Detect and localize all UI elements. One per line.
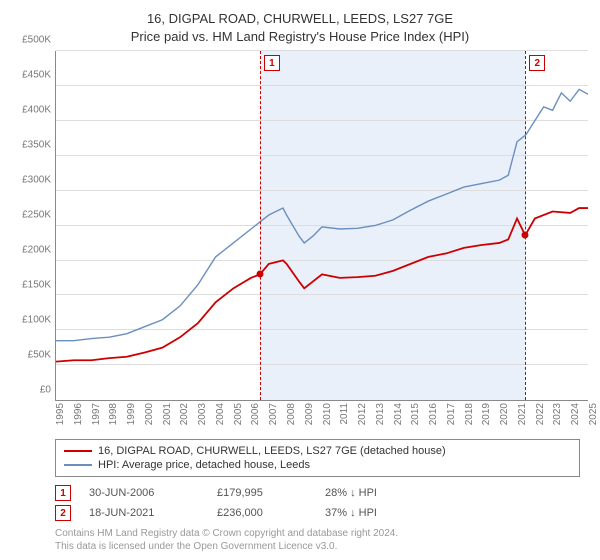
- event-diff: 28% ↓ HPI: [325, 487, 377, 499]
- event-price: £179,995: [217, 487, 307, 499]
- x-tick-label: 1999: [126, 403, 137, 425]
- x-tick-label: 2002: [179, 403, 190, 425]
- event-date: 18-JUN-2021: [89, 507, 199, 519]
- x-tick-label: 2017: [446, 403, 457, 425]
- event-dot: [256, 271, 263, 278]
- legend-swatch: [64, 450, 92, 452]
- x-tick-label: 1996: [73, 403, 84, 425]
- y-tick-label: £150K: [22, 280, 51, 291]
- y-tick-label: £50K: [28, 350, 51, 361]
- chart-area: £0 £50K £100K £150K £200K £250K £300K £350K £400…: [12, 51, 588, 401]
- legend: 16, DIGPAL ROAD, CHURWELL, LEEDS, LS27 7…: [55, 439, 580, 477]
- x-tick-label: 2004: [215, 403, 226, 425]
- x-tick-label: 2010: [322, 403, 333, 425]
- line-layer: [56, 51, 588, 400]
- y-tick-label: £100K: [22, 315, 51, 326]
- x-tick-label: 2008: [286, 403, 297, 425]
- x-tick-label: 2014: [393, 403, 404, 425]
- y-tick-label: £400K: [22, 105, 51, 116]
- y-tick-label: £250K: [22, 210, 51, 221]
- x-tick-label: 2021: [517, 403, 528, 425]
- y-tick-label: £500K: [22, 35, 51, 46]
- legend-row: 16, DIGPAL ROAD, CHURWELL, LEEDS, LS27 7…: [64, 444, 571, 458]
- y-axis: £0 £50K £100K £150K £200K £250K £300K £350K £400…: [12, 51, 55, 401]
- event-marker: 2: [529, 55, 545, 71]
- event-dot: [522, 232, 529, 239]
- x-tick-label: 2018: [464, 403, 475, 425]
- x-tick-label: 2016: [428, 403, 439, 425]
- event-vline: [525, 51, 526, 400]
- x-tick-label: 2009: [304, 403, 315, 425]
- plot-box: 12: [55, 51, 588, 401]
- y-tick-label: £450K: [22, 70, 51, 81]
- footnote-line1: Contains HM Land Registry data © Crown c…: [55, 527, 580, 540]
- y-tick-label: £0: [40, 385, 51, 396]
- x-tick-label: 2003: [197, 403, 208, 425]
- event-number-box: 1: [55, 485, 71, 501]
- x-tick-label: 2001: [162, 403, 173, 425]
- chart-title: 16, DIGPAL ROAD, CHURWELL, LEEDS, LS27 7…: [12, 10, 588, 45]
- legend-label: 16, DIGPAL ROAD, CHURWELL, LEEDS, LS27 7…: [98, 445, 446, 457]
- x-tick-label: 2025: [588, 403, 599, 425]
- x-tick-label: 1998: [108, 403, 119, 425]
- footnote: Contains HM Land Registry data © Crown c…: [55, 527, 580, 553]
- event-marker: 1: [264, 55, 280, 71]
- x-axis: 1995 1996 1997 1998 1999 2000 2001 2002 2003 2004…: [55, 401, 588, 437]
- y-tick-label: £200K: [22, 245, 51, 256]
- event-row: 1 30-JUN-2006 £179,995 28% ↓ HPI: [55, 485, 580, 501]
- x-tick-label: 2006: [250, 403, 261, 425]
- x-tick-label: 2020: [499, 403, 510, 425]
- x-tick-label: 2012: [357, 403, 368, 425]
- x-tick-label: 1997: [91, 403, 102, 425]
- x-tick-label: 2023: [552, 403, 563, 425]
- event-date: 30-JUN-2006: [89, 487, 199, 499]
- event-vline: [260, 51, 261, 400]
- event-row: 2 18-JUN-2021 £236,000 37% ↓ HPI: [55, 505, 580, 521]
- event-table: 1 30-JUN-2006 £179,995 28% ↓ HPI 2 18-JUN-202…: [55, 485, 580, 521]
- x-tick-label: 2022: [535, 403, 546, 425]
- x-tick-label: 2011: [339, 403, 350, 425]
- title-line2: Price paid vs. HM Land Registry's House …: [12, 28, 588, 46]
- x-tick-label: 2013: [375, 403, 386, 425]
- y-tick-label: £350K: [22, 140, 51, 151]
- event-price: £236,000: [217, 507, 307, 519]
- x-tick-label: 2015: [410, 403, 421, 425]
- title-line1: 16, DIGPAL ROAD, CHURWELL, LEEDS, LS27 7…: [12, 10, 588, 28]
- footnote-line2: This data is licensed under the Open Gov…: [55, 540, 580, 553]
- series-line: [56, 89, 588, 340]
- x-tick-label: 2000: [144, 403, 155, 425]
- event-diff: 37% ↓ HPI: [325, 507, 377, 519]
- x-tick-label: 2019: [481, 403, 492, 425]
- x-tick-label: 1995: [55, 403, 66, 425]
- legend-label: HPI: Average price, detached house, Leed…: [98, 459, 310, 471]
- x-tick-label: 2024: [570, 403, 581, 425]
- legend-swatch: [64, 464, 92, 466]
- event-number-box: 2: [55, 505, 71, 521]
- series-line: [56, 208, 588, 362]
- x-tick-label: 2007: [268, 403, 279, 425]
- x-tick-label: 2005: [233, 403, 244, 425]
- y-tick-label: £300K: [22, 175, 51, 186]
- legend-row: HPI: Average price, detached house, Leed…: [64, 458, 571, 472]
